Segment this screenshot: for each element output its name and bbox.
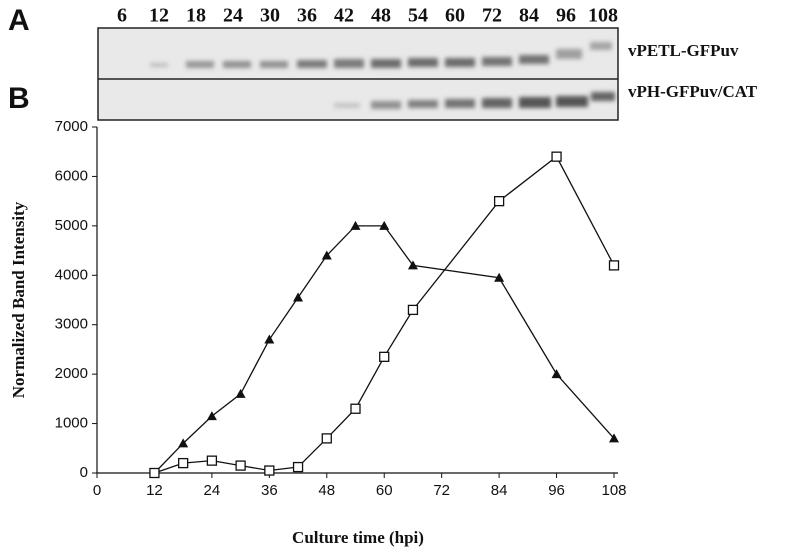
lane-label: 96	[556, 5, 576, 27]
square-marker	[350, 403, 361, 414]
triangle-marker	[407, 260, 418, 270]
square-marker	[206, 455, 218, 466]
series-line	[153, 225, 615, 474]
triangle-marker	[494, 272, 505, 282]
x-tick-label: 12	[146, 482, 163, 499]
band	[445, 58, 475, 67]
band	[590, 42, 612, 50]
triangle-marker	[321, 250, 332, 260]
triangle-marker	[350, 220, 361, 230]
y-axis-label: Normalized Band Intensity	[9, 201, 28, 398]
square-marker	[149, 467, 160, 479]
band	[334, 103, 360, 108]
lane-label: 54	[408, 5, 428, 27]
y-tick-label: 3000	[55, 316, 88, 333]
band	[445, 99, 475, 108]
triangle-marker	[551, 369, 562, 379]
x-tick-label: 96	[548, 482, 565, 499]
lane-label: 48	[371, 5, 391, 27]
lane-label: 60	[445, 5, 465, 27]
y-tick-label: 2000	[55, 365, 88, 382]
lane-label: 36	[297, 5, 317, 27]
lane-label: 84	[519, 5, 539, 27]
lane-label: 108	[588, 5, 618, 27]
triangle-marker	[178, 438, 189, 448]
square-marker	[178, 457, 189, 469]
blot-row-label: vPH-GFPuv/CAT	[628, 82, 758, 101]
panel-label: B	[8, 82, 30, 115]
panel-label: A	[8, 4, 30, 37]
square-marker	[608, 260, 620, 271]
square-marker	[493, 195, 505, 207]
lane-label: 6	[117, 5, 127, 27]
x-tick-label: 48	[318, 482, 335, 499]
band	[556, 96, 588, 107]
triangle-marker	[609, 433, 619, 443]
lane-label: 42	[334, 5, 354, 27]
band	[482, 98, 512, 108]
lane-label: 30	[260, 5, 280, 27]
triangle-marker	[293, 292, 304, 302]
band	[297, 60, 327, 68]
triangle-marker	[235, 388, 246, 398]
band	[556, 49, 582, 59]
x-tick-label: 108	[601, 482, 626, 499]
x-tick-label: 36	[261, 482, 278, 499]
y-tick-label: 6000	[55, 167, 88, 184]
x-tick-label: 72	[433, 482, 450, 499]
square-marker	[379, 351, 390, 362]
band	[519, 55, 549, 64]
x-tick-label: 0	[93, 482, 101, 499]
lane-label: 24	[223, 5, 243, 27]
band	[408, 100, 438, 108]
x-tick-label: 24	[204, 482, 221, 499]
band	[223, 61, 251, 68]
band	[519, 97, 551, 108]
square-marker	[551, 151, 562, 162]
band	[186, 61, 214, 68]
band	[371, 101, 401, 109]
square-marker	[264, 465, 275, 476]
lane-label: 72	[482, 5, 502, 27]
square-marker	[407, 304, 419, 316]
square-marker	[321, 433, 332, 444]
blot-bands	[150, 42, 615, 109]
y-tick-label: 4000	[55, 266, 88, 283]
x-tick-label: 84	[491, 482, 508, 499]
y-tick-label: 1000	[55, 415, 88, 432]
y-tick-label: 7000	[55, 118, 88, 135]
y-tick-label: 0	[80, 464, 88, 481]
series-line	[154, 155, 615, 474]
x-axis-label: Culture time (hpi)	[292, 528, 424, 547]
lane-label: 18	[186, 5, 206, 27]
band	[150, 63, 168, 67]
y-tick-label: 5000	[55, 217, 88, 234]
square-marker	[292, 461, 304, 473]
triangle-marker	[379, 220, 390, 230]
x-tick-label: 60	[376, 482, 393, 499]
band	[334, 59, 364, 68]
blot-row-label: vPETL-GFPuv	[628, 41, 739, 60]
band	[260, 61, 288, 68]
band	[591, 92, 615, 101]
triangle-marker	[264, 334, 275, 344]
band	[408, 58, 438, 67]
triangle-marker	[206, 411, 217, 421]
lane-label: 12	[149, 5, 169, 27]
band	[371, 59, 401, 68]
band	[482, 57, 512, 66]
square-marker	[235, 460, 246, 471]
